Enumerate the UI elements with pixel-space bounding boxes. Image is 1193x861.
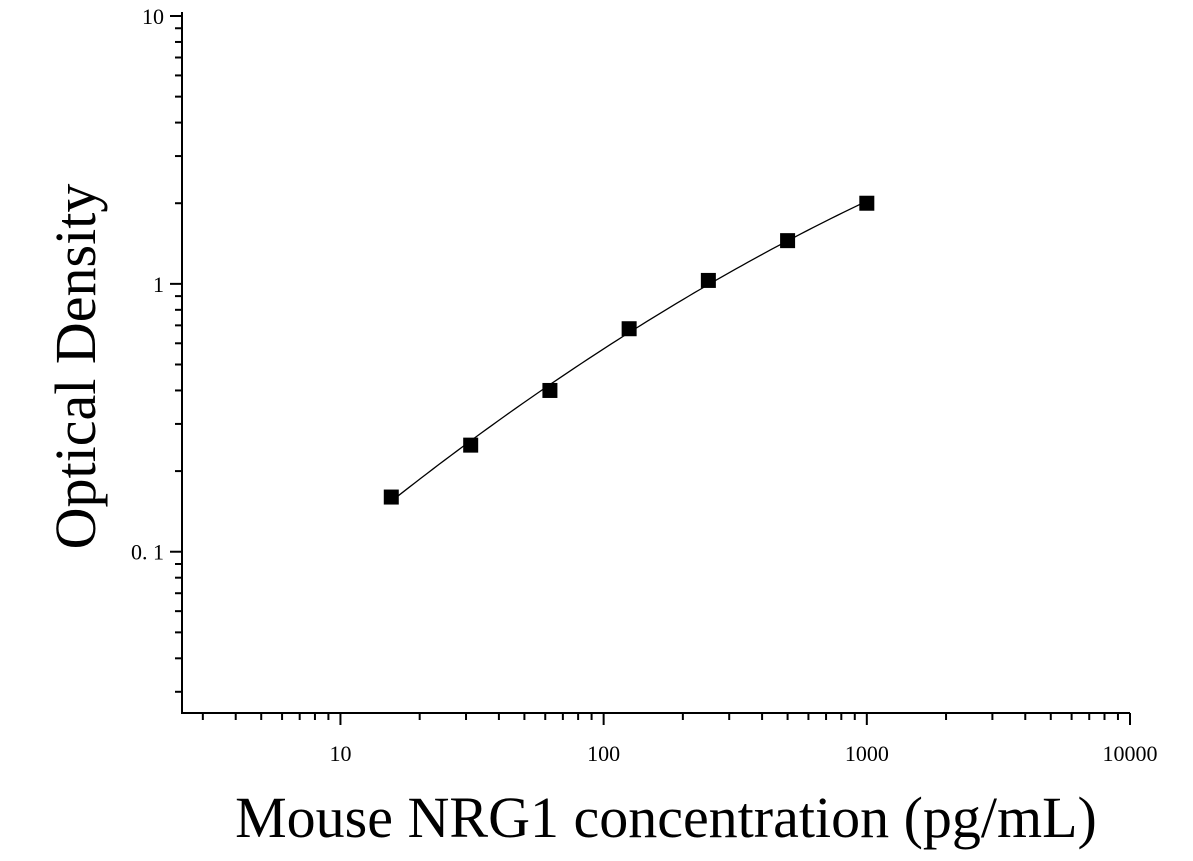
x-tick-label: 1000 [845,741,889,766]
x-tick-label: 10000 [1103,741,1158,766]
data-point-marker [859,195,875,211]
y-tick-labels: 0. 1 1 10 [131,4,164,565]
fit-curve [390,200,868,502]
y-ticks [170,15,182,693]
x-ticks [201,713,1131,725]
data-point-marker [463,437,479,453]
data-point-marker [700,272,716,288]
y-tick-label: 0. 1 [131,540,164,565]
axes [181,12,1130,714]
x-axis-title: Mouse NRG1 concentration (pg/mL) [235,785,1097,850]
y-tick-label: 10 [142,4,164,29]
data-point-marker [542,382,558,398]
y-tick-label: 1 [153,272,164,297]
data-point-marker [780,233,796,249]
x-tick-label: 10 [329,741,351,766]
x-tick-labels: 10 100 1000 10000 [329,741,1157,766]
data-point-marker [383,489,399,505]
x-tick-label: 100 [587,741,620,766]
data-markers [383,195,875,505]
data-point-marker [621,321,637,337]
y-axis-title: Optical Density [43,184,108,550]
